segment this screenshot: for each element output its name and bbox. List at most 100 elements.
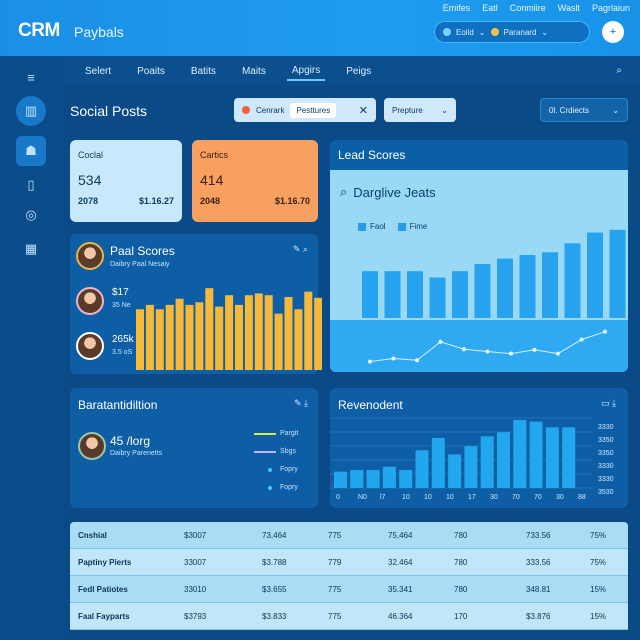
pipeline-bar[interactable] bbox=[235, 304, 243, 370]
pipeline-bar[interactable] bbox=[244, 295, 253, 370]
revenue-bar[interactable] bbox=[382, 466, 396, 488]
pipeline-bar[interactable] bbox=[284, 296, 293, 370]
lead-bar[interactable] bbox=[362, 271, 378, 318]
lead-point[interactable] bbox=[462, 347, 466, 352]
lead-bar[interactable] bbox=[384, 271, 401, 318]
edit-icon[interactable]: ✎ bbox=[293, 398, 302, 408]
settings-icon[interactable]: ◎ bbox=[25, 207, 37, 222]
revenue-bar[interactable] bbox=[399, 469, 413, 488]
revenue-bar[interactable] bbox=[562, 427, 576, 488]
chart-icon[interactable]: ▥ bbox=[16, 96, 46, 126]
top-link[interactable]: Conmiire bbox=[509, 3, 546, 13]
revenue-bar[interactable] bbox=[350, 469, 364, 488]
lead-bar[interactable] bbox=[542, 252, 558, 318]
filter-chip[interactable]: Pesttures bbox=[290, 102, 337, 118]
avatar[interactable] bbox=[76, 287, 104, 315]
lead-point[interactable] bbox=[509, 351, 513, 356]
download-icon[interactable]: ⤓ bbox=[612, 398, 616, 408]
lead-bar[interactable] bbox=[429, 277, 446, 319]
revenue-bar[interactable] bbox=[431, 437, 445, 488]
brand-logo[interactable]: CRM bbox=[18, 20, 60, 41]
tab-peigs[interactable]: Peigs bbox=[346, 65, 372, 77]
avatar[interactable] bbox=[76, 242, 104, 270]
objects-select[interactable]: 0l. Crdiects ⌄ bbox=[540, 98, 628, 122]
kpi-card-cartics[interactable]: Cartics 414 2048 $1.16.70 bbox=[192, 140, 318, 222]
revenue-bar[interactable] bbox=[464, 446, 478, 488]
top-link[interactable]: Emifes bbox=[442, 3, 471, 13]
avatar[interactable] bbox=[76, 332, 104, 360]
pipeline-bar[interactable] bbox=[264, 295, 273, 370]
tab-batits[interactable]: Batits bbox=[190, 65, 216, 77]
tab-selert[interactable]: Selert bbox=[85, 65, 112, 77]
tab-apgirs[interactable]: Apgirs bbox=[286, 62, 326, 81]
top-link[interactable]: Waslt bbox=[557, 3, 580, 13]
pipeline-bar[interactable] bbox=[215, 306, 224, 370]
pipeline-bar[interactable] bbox=[225, 295, 234, 370]
pipeline-bar[interactable] bbox=[145, 304, 154, 370]
pipeline-bar[interactable] bbox=[205, 288, 214, 370]
contacts-icon[interactable]: ☗ bbox=[16, 136, 46, 166]
pipeline-bar[interactable] bbox=[274, 313, 283, 370]
edit-icon[interactable]: ✎ bbox=[292, 244, 301, 254]
lead-bar[interactable] bbox=[474, 264, 491, 318]
lead-point[interactable] bbox=[485, 349, 490, 354]
table-row[interactable]: Cnshial $3007 73,464 775 75,464 780 733.56 75% bbox=[70, 522, 628, 549]
lead-bar[interactable] bbox=[609, 229, 626, 318]
lead-point[interactable] bbox=[415, 358, 419, 363]
tab-poaits[interactable]: Poaits bbox=[137, 65, 165, 77]
lead-bar[interactable] bbox=[452, 271, 468, 318]
kpi-card-social[interactable]: Coclal 534 2078 $1.16.27 bbox=[70, 140, 182, 222]
lead-point[interactable] bbox=[438, 339, 443, 344]
table-row[interactable]: Fedl Patiotes 33010 $3.655 775 35.341 780 348.… bbox=[70, 576, 628, 603]
lead-point[interactable] bbox=[368, 359, 372, 364]
lead-point[interactable] bbox=[556, 351, 560, 356]
pipeline-bar[interactable] bbox=[155, 309, 164, 370]
revenue-bar[interactable] bbox=[480, 436, 494, 488]
chat-icon[interactable]: ▭ bbox=[600, 398, 610, 408]
period-select[interactable]: Prepture ⌄ bbox=[384, 98, 456, 122]
document-icon[interactable]: ▯ bbox=[27, 177, 35, 192]
lead-bar[interactable] bbox=[564, 243, 581, 318]
top-search-field[interactable]: Eoild ⌄ Paranard ⌄ bbox=[434, 21, 590, 43]
lead-point[interactable] bbox=[603, 329, 607, 334]
close-icon[interactable]: ✕ bbox=[358, 104, 368, 117]
search-icon[interactable]: ⌕ bbox=[302, 244, 308, 254]
pipeline-bar[interactable] bbox=[195, 302, 204, 370]
table-row[interactable]: Paptiny Pierts 33007 $3.788 779 32.464 780 333… bbox=[70, 549, 628, 576]
revenue-bar[interactable] bbox=[448, 454, 462, 488]
filter-bar[interactable]: Cenrark Pesttures ✕ bbox=[234, 98, 376, 122]
top-link[interactable]: Eatl bbox=[482, 3, 498, 13]
table-row[interactable]: Faal Fayparts $3793 $3.833 775 46.364 170 $3.8… bbox=[70, 603, 628, 630]
lead-point[interactable] bbox=[579, 337, 584, 342]
pipeline-bar[interactable] bbox=[314, 297, 322, 370]
revenue-bar[interactable] bbox=[497, 432, 510, 488]
tab-maits[interactable]: Maits bbox=[241, 65, 266, 77]
pipeline-bar[interactable] bbox=[175, 298, 184, 370]
pipeline-bar[interactable] bbox=[304, 291, 313, 370]
pipeline-bar[interactable] bbox=[294, 309, 303, 370]
plus-icon[interactable]: + bbox=[602, 21, 624, 43]
lead-bar[interactable] bbox=[407, 271, 423, 318]
lead-bar[interactable] bbox=[519, 255, 536, 318]
lead-bar[interactable] bbox=[497, 258, 513, 318]
pipeline-bar[interactable] bbox=[165, 304, 174, 370]
revenue-bar[interactable] bbox=[334, 471, 347, 488]
lead-bar[interactable] bbox=[587, 232, 603, 319]
pipeline-bar[interactable] bbox=[136, 309, 144, 370]
revenue-bar[interactable] bbox=[513, 419, 527, 488]
pipeline-bar[interactable] bbox=[185, 304, 194, 370]
menu-icon[interactable]: ≡ bbox=[27, 69, 35, 85]
revenue-bar[interactable] bbox=[545, 427, 559, 488]
table-cell: 32.464 bbox=[388, 557, 413, 567]
revenue-bar[interactable] bbox=[529, 421, 543, 488]
lead-point[interactable] bbox=[391, 356, 396, 361]
pipeline-bar[interactable] bbox=[254, 293, 263, 370]
download-icon[interactable]: ⤓ bbox=[304, 398, 308, 408]
top-link[interactable]: Pagrlaiun bbox=[591, 3, 630, 13]
calendar-icon[interactable]: ▦ bbox=[24, 241, 38, 256]
search-icon[interactable]: ⌕ bbox=[616, 65, 622, 76]
revenue-bar[interactable] bbox=[415, 450, 429, 488]
lead-point[interactable] bbox=[532, 347, 537, 352]
avatar[interactable] bbox=[78, 432, 106, 460]
revenue-bar[interactable] bbox=[366, 469, 380, 488]
